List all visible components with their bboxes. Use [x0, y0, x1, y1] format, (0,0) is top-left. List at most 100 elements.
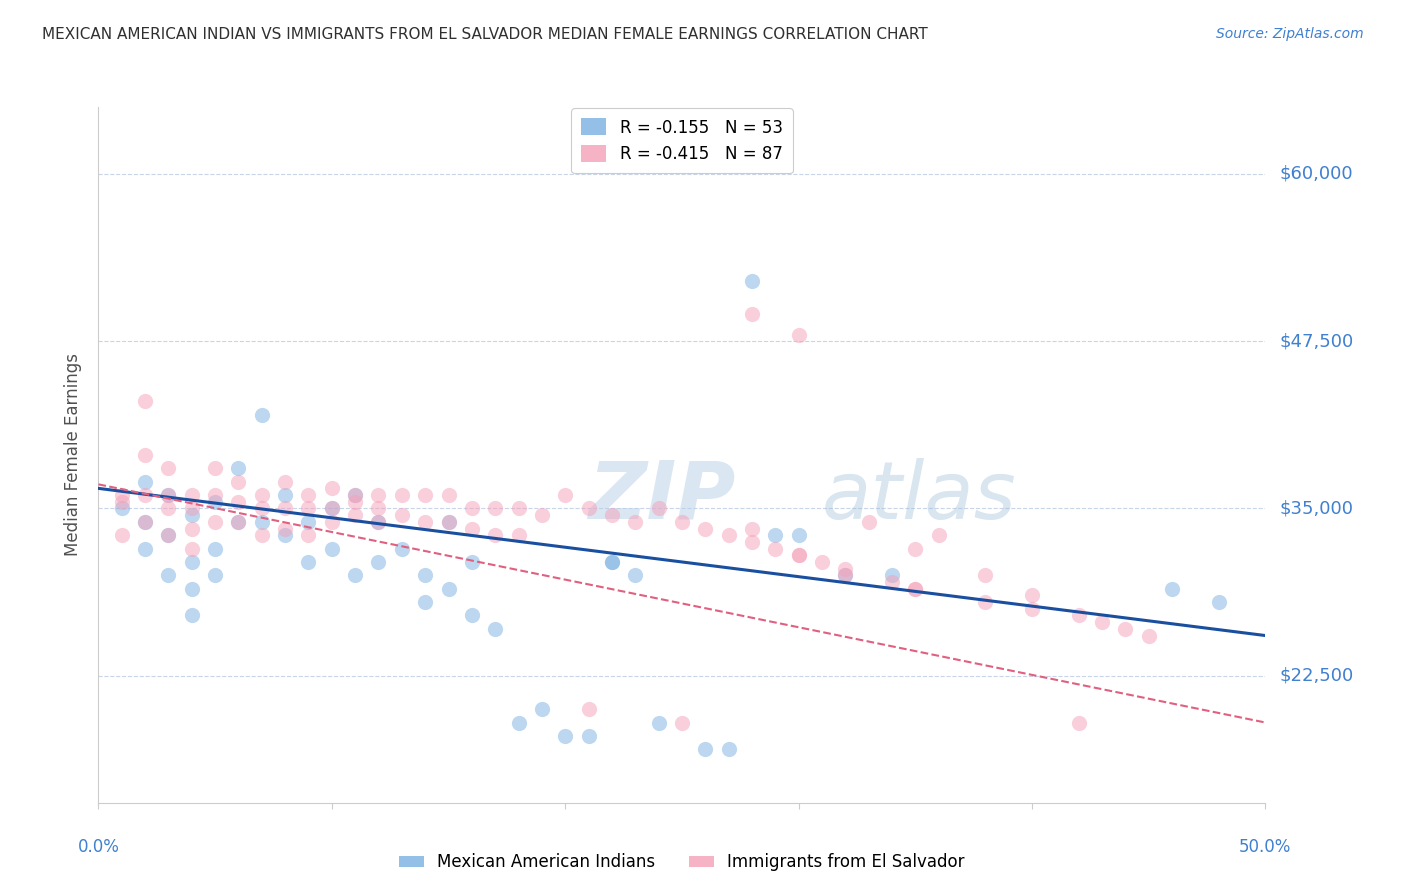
- Point: [1091, 615, 1114, 630]
- Point: [461, 521, 484, 535]
- Point: [904, 541, 927, 556]
- Point: [741, 274, 763, 288]
- Point: [928, 528, 950, 542]
- Point: [554, 729, 576, 743]
- Point: [578, 729, 600, 743]
- Point: [180, 521, 202, 535]
- Point: [344, 494, 367, 508]
- Point: [204, 494, 226, 508]
- Point: [1161, 582, 1184, 596]
- Point: [904, 582, 927, 596]
- Point: [508, 501, 530, 516]
- Point: [974, 595, 997, 609]
- Point: [274, 488, 297, 502]
- Point: [787, 327, 810, 342]
- Text: atlas: atlas: [823, 458, 1017, 536]
- Point: [274, 475, 297, 489]
- Point: [484, 501, 506, 516]
- Point: [321, 515, 343, 529]
- Point: [180, 608, 202, 623]
- Point: [717, 742, 740, 756]
- Point: [111, 528, 134, 542]
- Point: [157, 461, 180, 475]
- Point: [180, 508, 202, 523]
- Point: [437, 582, 460, 596]
- Point: [1067, 715, 1090, 730]
- Point: [367, 515, 389, 529]
- Point: [321, 482, 343, 496]
- Point: [297, 555, 319, 569]
- Point: [367, 501, 389, 516]
- Point: [204, 488, 226, 502]
- Point: [741, 521, 763, 535]
- Point: [600, 555, 623, 569]
- Point: [647, 715, 669, 730]
- Point: [228, 494, 250, 508]
- Point: [134, 448, 156, 462]
- Point: [763, 541, 786, 556]
- Point: [484, 528, 506, 542]
- Point: [413, 515, 436, 529]
- Point: [741, 535, 763, 549]
- Point: [1021, 602, 1043, 616]
- Point: [157, 528, 180, 542]
- Point: [484, 622, 506, 636]
- Point: [391, 541, 413, 556]
- Point: [413, 568, 436, 582]
- Point: [367, 488, 389, 502]
- Point: [647, 501, 669, 516]
- Point: [508, 715, 530, 730]
- Point: [134, 541, 156, 556]
- Point: [157, 488, 180, 502]
- Point: [134, 515, 156, 529]
- Y-axis label: Median Female Earnings: Median Female Earnings: [65, 353, 83, 557]
- Text: MEXICAN AMERICAN INDIAN VS IMMIGRANTS FROM EL SALVADOR MEDIAN FEMALE EARNINGS CO: MEXICAN AMERICAN INDIAN VS IMMIGRANTS FR…: [42, 27, 928, 42]
- Point: [134, 475, 156, 489]
- Point: [1114, 622, 1136, 636]
- Point: [554, 488, 576, 502]
- Point: [344, 488, 367, 502]
- Point: [763, 528, 786, 542]
- Point: [578, 702, 600, 716]
- Point: [880, 568, 903, 582]
- Point: [461, 608, 484, 623]
- Point: [461, 555, 484, 569]
- Point: [624, 568, 647, 582]
- Point: [437, 515, 460, 529]
- Point: [180, 488, 202, 502]
- Point: [624, 515, 647, 529]
- Point: [787, 548, 810, 563]
- Point: [204, 515, 226, 529]
- Point: [391, 488, 413, 502]
- Point: [321, 501, 343, 516]
- Point: [834, 568, 856, 582]
- Point: [228, 515, 250, 529]
- Point: [134, 394, 156, 409]
- Point: [204, 461, 226, 475]
- Point: [344, 508, 367, 523]
- Point: [811, 555, 834, 569]
- Point: [180, 582, 202, 596]
- Point: [321, 541, 343, 556]
- Point: [250, 528, 273, 542]
- Point: [180, 555, 202, 569]
- Point: [904, 582, 927, 596]
- Point: [111, 488, 134, 502]
- Point: [508, 528, 530, 542]
- Point: [228, 515, 250, 529]
- Point: [787, 528, 810, 542]
- Text: $47,500: $47,500: [1279, 332, 1354, 351]
- Point: [1021, 589, 1043, 603]
- Point: [695, 742, 717, 756]
- Text: $60,000: $60,000: [1279, 165, 1353, 183]
- Legend: Mexican American Indians, Immigrants from El Salvador: Mexican American Indians, Immigrants fro…: [392, 847, 972, 878]
- Text: 0.0%: 0.0%: [77, 838, 120, 856]
- Point: [111, 501, 134, 516]
- Point: [204, 568, 226, 582]
- Point: [274, 528, 297, 542]
- Point: [600, 555, 623, 569]
- Point: [204, 541, 226, 556]
- Point: [530, 702, 553, 716]
- Point: [274, 501, 297, 516]
- Text: 50.0%: 50.0%: [1239, 838, 1292, 856]
